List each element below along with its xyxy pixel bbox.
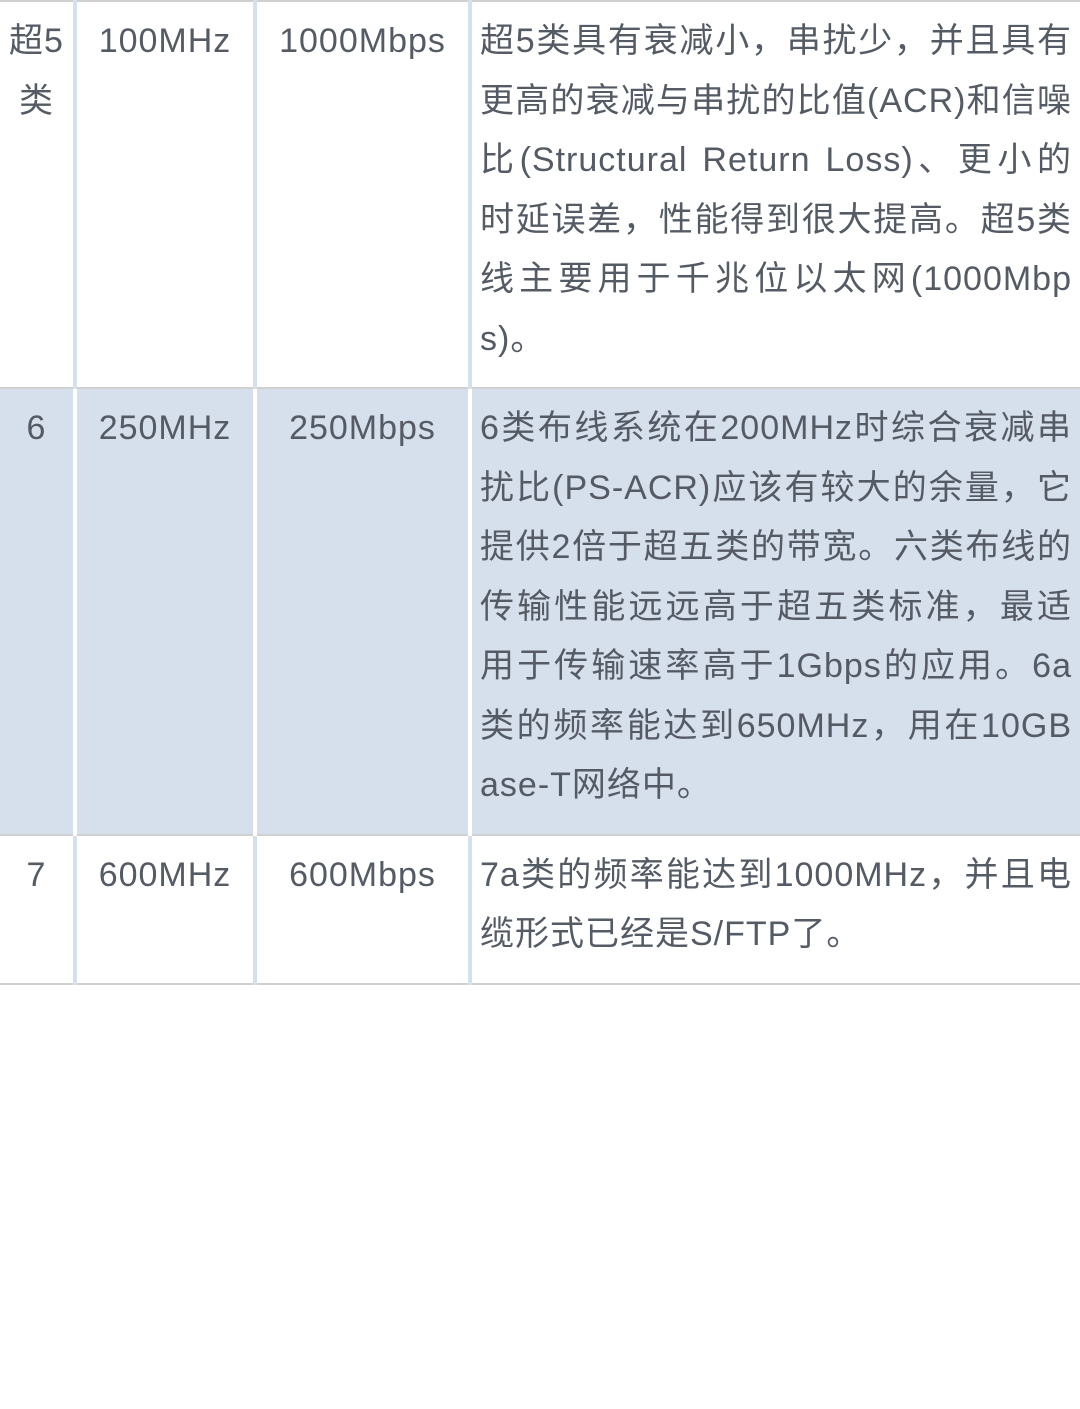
cell-speed: 1000Mbps xyxy=(255,1,470,388)
cell-category: 7 xyxy=(0,835,75,984)
cell-frequency: 100MHz xyxy=(75,1,255,388)
table-row: 7 600MHz 600Mbps 7a类的频率能达到1000MHz，并且电缆形式… xyxy=(0,835,1080,984)
cable-spec-table: 超5类 100MHz 1000Mbps 超5类具有衰减小，串扰少，并且具有更高的… xyxy=(0,0,1080,985)
cell-description: 7a类的频率能达到1000MHz，并且电缆形式已经是S/FTP了。 xyxy=(470,835,1080,984)
cell-speed: 600Mbps xyxy=(255,835,470,984)
cell-description: 超5类具有衰减小，串扰少，并且具有更高的衰减与串扰的比值(ACR)和信噪比(St… xyxy=(470,1,1080,388)
cell-frequency: 600MHz xyxy=(75,835,255,984)
table-row: 6 250MHz 250Mbps 6类布线系统在200MHz时综合衰减串扰比(P… xyxy=(0,388,1080,835)
cell-category: 超5类 xyxy=(0,1,75,388)
cell-category: 6 xyxy=(0,388,75,835)
cell-description: 6类布线系统在200MHz时综合衰减串扰比(PS-ACR)应该有较大的余量，它提… xyxy=(470,388,1080,835)
cell-frequency: 250MHz xyxy=(75,388,255,835)
table-row: 超5类 100MHz 1000Mbps 超5类具有衰减小，串扰少，并且具有更高的… xyxy=(0,1,1080,388)
cell-speed: 250Mbps xyxy=(255,388,470,835)
